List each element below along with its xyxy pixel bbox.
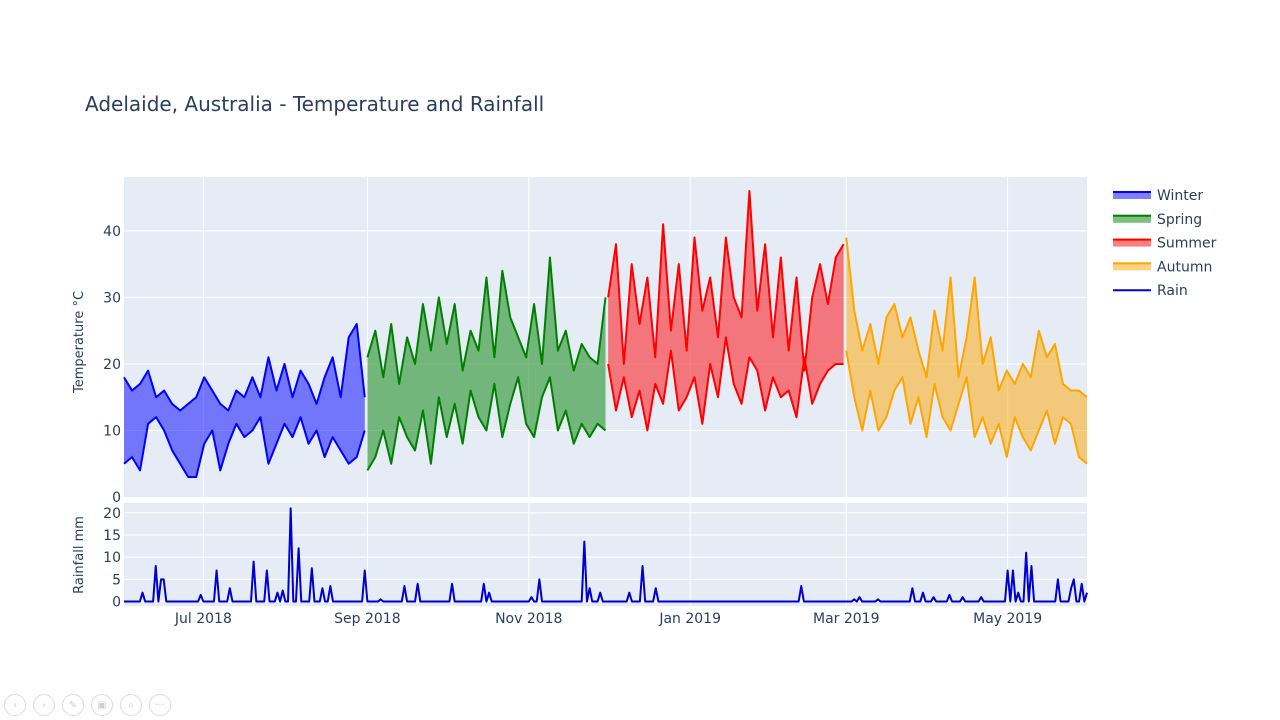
edit-icon[interactable]: ✎ [62, 694, 84, 716]
rainfall-axis-label: Rainfall mm [72, 516, 87, 594]
winter-min-line [123, 416, 366, 479]
rainfall-tick-label: 5 [112, 572, 121, 588]
legend-swatch [1113, 262, 1151, 271]
legend-item-winter[interactable]: Winter [1113, 188, 1203, 204]
legend-item-summer[interactable]: Summer [1113, 236, 1217, 252]
temperature-tick-label: 10 [103, 423, 121, 439]
rainfall-plot-background [124, 503, 1087, 606]
legend-item-spring[interactable]: Spring [1113, 212, 1202, 228]
rainfall-tick-label: 0 [112, 595, 121, 611]
autumn-max-line [845, 237, 1088, 398]
legend-swatch [1113, 191, 1151, 199]
x-tick-label: May 2019 [973, 611, 1042, 627]
more-icon[interactable]: ··· [149, 694, 171, 716]
legend-item-autumn[interactable]: Autumn [1113, 259, 1212, 275]
rainfall-tick-label: 20 [103, 506, 121, 522]
summer-max-line [607, 189, 845, 372]
zoom-icon[interactable]: ⌕ [120, 694, 142, 716]
temperature-tick-label: 0 [112, 490, 121, 506]
temperature-axis-label: Temperature °C [72, 291, 87, 394]
legend-item-rain[interactable]: Rain [1113, 283, 1188, 299]
modebar: ‹ › ✎ ▣ ⌕ ··· [4, 694, 171, 716]
temperature-tick-label: 30 [103, 290, 121, 306]
compare-icon[interactable]: ▣ [91, 694, 113, 716]
summer-min-line [607, 336, 844, 432]
autumn-min-line [845, 350, 1088, 465]
spring-band-fill [367, 257, 606, 471]
legend-swatch [1113, 238, 1151, 247]
x-tick-label: Nov 2018 [495, 611, 562, 627]
spring-max-line [366, 256, 607, 385]
pan-icon[interactable]: ‹ [4, 694, 26, 716]
x-tick-label: Sep 2018 [334, 611, 400, 627]
spring-min-line [366, 376, 607, 471]
rainfall-tick-label: 15 [103, 528, 121, 544]
legend-label: Winter [1157, 188, 1203, 204]
legend-swatch [1113, 214, 1151, 223]
legend-label: Rain [1157, 283, 1188, 299]
winter-max-line [123, 323, 366, 412]
legend-label: Autumn [1157, 259, 1212, 275]
legend-label: Summer [1157, 236, 1217, 252]
x-tick-label: Mar 2019 [813, 611, 880, 627]
temperature-tick-label: 40 [103, 224, 121, 240]
chart-title: Adelaide, Australia - Temperature and Ra… [85, 92, 545, 116]
temperature-tick-label: 20 [103, 357, 121, 373]
x-tick-label: Jan 2019 [658, 611, 721, 627]
legend-label: Spring [1157, 212, 1202, 228]
x-tick-label: Jul 2018 [174, 611, 232, 627]
autumn-band-fill [846, 237, 1087, 464]
winter-band-fill [124, 324, 365, 478]
rainfall-tick-label: 10 [103, 550, 121, 566]
lasso-icon[interactable]: › [33, 694, 55, 716]
rain-line [124, 507, 1088, 603]
